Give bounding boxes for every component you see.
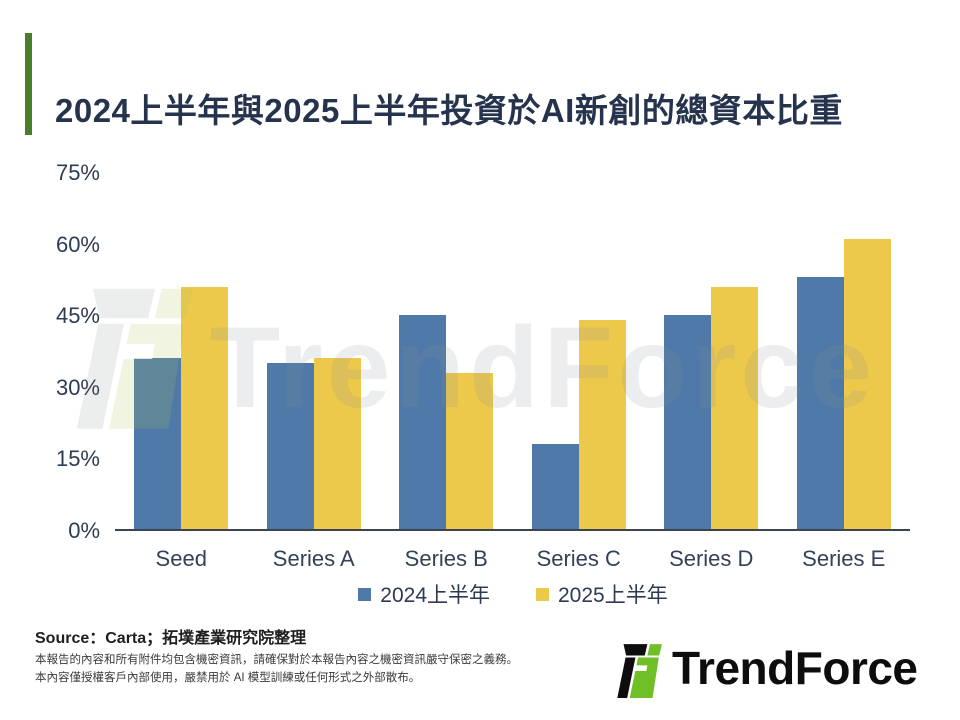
bar-series-e-series-0 (796, 277, 844, 530)
disclaimer-line-2: 本內容僅授權客戶內部使用，嚴禁用於 AI 模型訓練或任何形式之外部散布。 (35, 671, 421, 684)
disclaimer: 本報告的內容和所有附件均包含機密資訊，請確保對於本報告內容之機密資訊嚴守保密之義… (35, 652, 518, 688)
source-label: Source：Carta；拓墣產業研究院整理 (35, 630, 307, 647)
legend-swatch (358, 587, 372, 601)
legend-item: 2025上半年 (536, 579, 668, 609)
legend-item: 2024上半年 (358, 579, 490, 609)
x-axis-label: Series D (669, 546, 754, 571)
y-tick-label: 15% (55, 446, 100, 472)
trendforce-logo-mark-icon (617, 644, 662, 698)
bar-series-e-series-1 (843, 239, 891, 530)
disclaimer-line-1: 本報告的內容和所有附件均包含機密資訊，請確保對於本報告內容之機密資訊嚴守保密之義… (35, 654, 518, 666)
x-axis-line (115, 529, 910, 531)
legend-label: 2024上半年 (380, 584, 490, 607)
legend-label: 2025上半年 (558, 584, 668, 607)
y-tick-label: 30% (55, 374, 100, 400)
x-axis-label: Series E (802, 546, 886, 571)
x-axis-label: Series A (272, 546, 355, 571)
bar-series-c-series-0 (531, 444, 579, 530)
page-title: 2024上半年與2025上半年投資於AI新創的總資本比重 (55, 92, 843, 130)
bar-series-c-series-1 (578, 320, 626, 530)
chart-legend: 2024上半年 2025上半年 (33, 579, 960, 609)
bar-series-a-series-1 (313, 358, 361, 530)
title-accent-bar (25, 33, 32, 135)
y-tick-label: 45% (55, 303, 100, 329)
bar-series-d-series-1 (711, 286, 759, 530)
x-axis-label: Series B (404, 546, 488, 571)
trendforce-logo-text: TrendForce (672, 642, 918, 694)
legend-swatch (536, 587, 549, 601)
y-tick-label: 60% (55, 231, 100, 257)
y-tick-label: 75% (55, 160, 100, 186)
bar-series-d-series-0 (664, 315, 712, 530)
y-tick-label: 0% (68, 518, 100, 543)
bar-seed-series-0 (134, 358, 182, 530)
bar-seed-series-1 (181, 286, 229, 530)
x-axis-label: Seed (155, 546, 207, 571)
bar-series-a-series-0 (266, 363, 314, 530)
trendforce-logo: TrendForce (610, 642, 918, 698)
bar-series-b-series-0 (399, 315, 447, 530)
x-axis-label: Series C (536, 546, 621, 571)
bar-series-b-series-1 (446, 372, 494, 530)
